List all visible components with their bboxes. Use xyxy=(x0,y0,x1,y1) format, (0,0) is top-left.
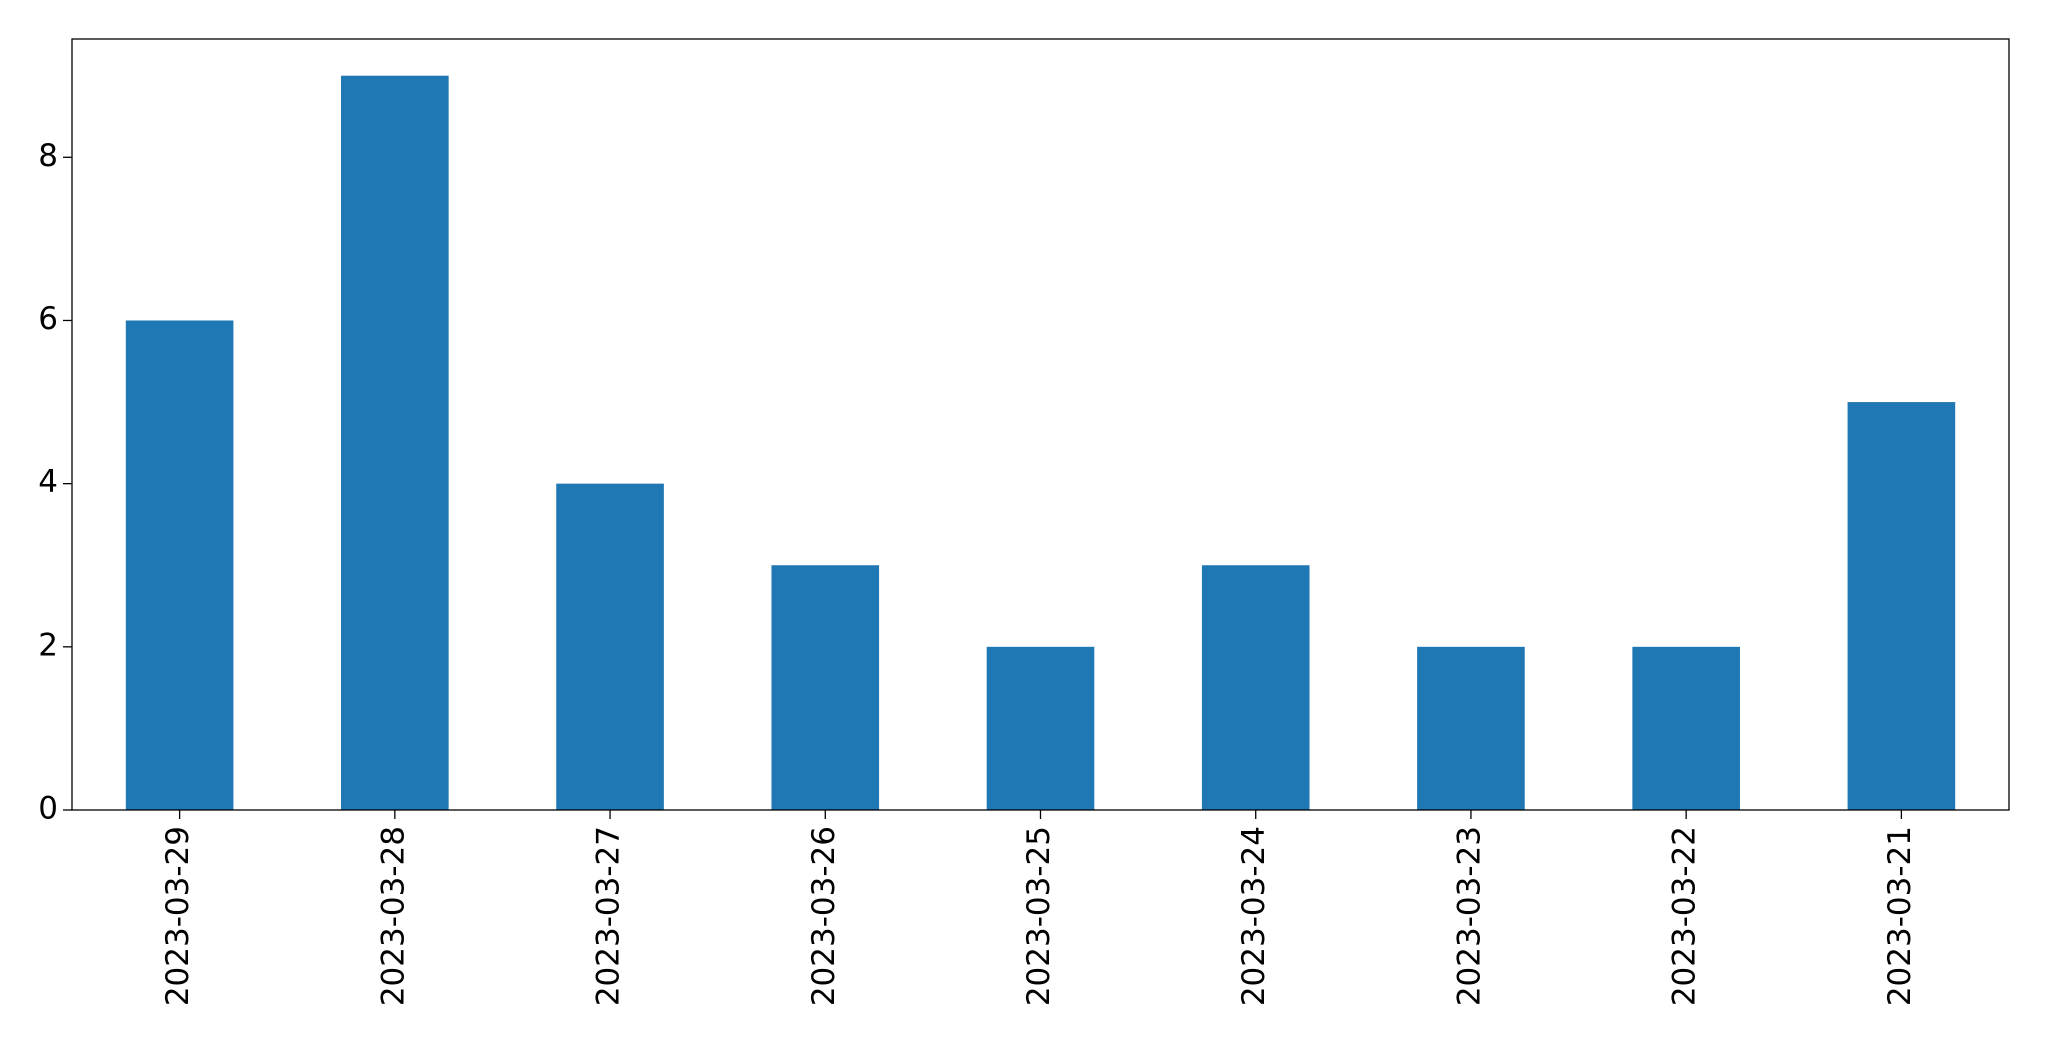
x-tick-label: 2023-03-22 xyxy=(1667,826,1703,1006)
bar xyxy=(1632,646,1740,810)
bar xyxy=(1847,402,1956,810)
y-tick-label: 6 xyxy=(38,301,58,337)
x-tick-label: 2023-03-24 xyxy=(1236,826,1272,1006)
x-tick-label: 2023-03-28 xyxy=(375,826,411,1006)
bar xyxy=(1417,646,1525,810)
y-tick-label: 2 xyxy=(38,627,58,663)
bar xyxy=(341,75,449,810)
bar xyxy=(556,483,664,810)
bar xyxy=(125,320,234,810)
x-tick-label: 2023-03-23 xyxy=(1451,826,1487,1006)
bar xyxy=(1201,565,1310,810)
x-tick-label: 2023-03-25 xyxy=(1021,826,1057,1006)
bar xyxy=(986,646,1095,810)
y-tick-label: 8 xyxy=(38,138,58,174)
y-tick-label: 0 xyxy=(38,791,58,827)
x-tick-label: 2023-03-26 xyxy=(806,826,842,1006)
y-tick-label: 4 xyxy=(38,464,58,500)
x-tick-label: 2023-03-21 xyxy=(1882,826,1918,1006)
x-tick-label: 2023-03-27 xyxy=(591,826,627,1006)
bar xyxy=(771,565,880,810)
x-tick-label: 2023-03-29 xyxy=(160,826,196,1006)
plot-frame xyxy=(71,38,2010,811)
